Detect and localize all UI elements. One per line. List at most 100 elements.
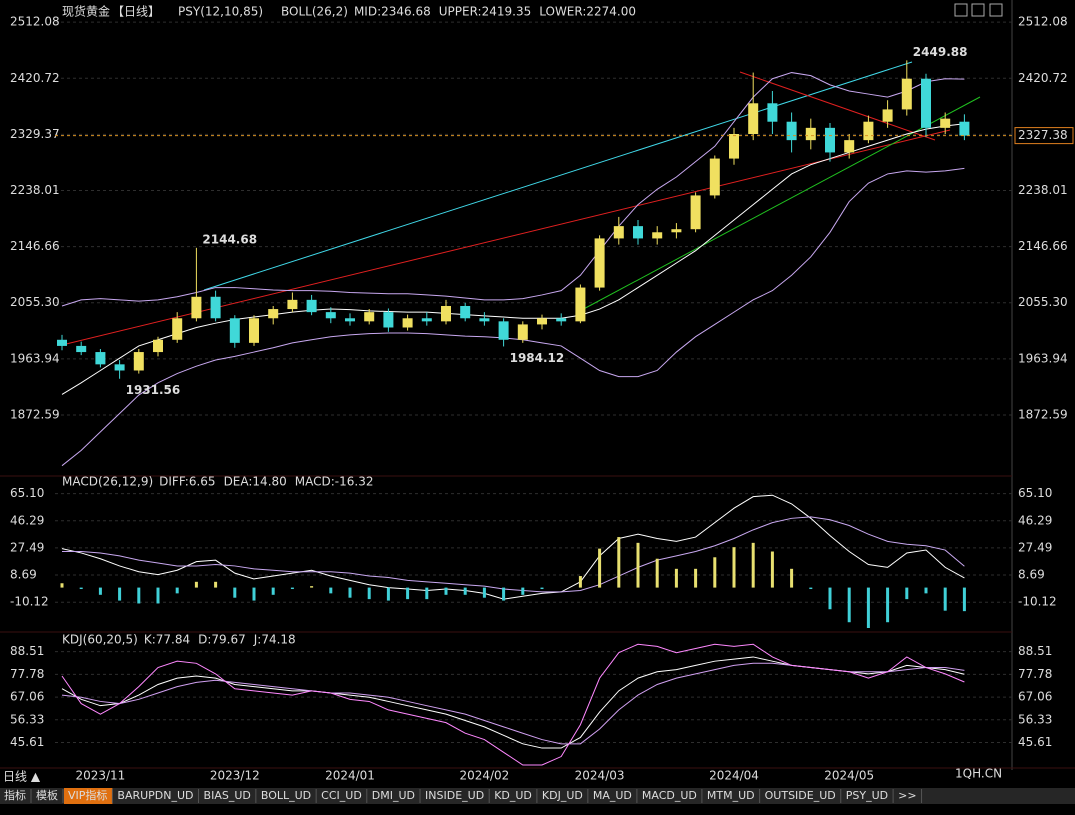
tab-label[interactable]: OUTSIDE_UD bbox=[765, 789, 836, 802]
macd-bar bbox=[540, 587, 544, 590]
x-tick-label: 2024/01 bbox=[325, 769, 375, 783]
macd-bar bbox=[271, 587, 275, 595]
tab-label[interactable]: MTM_UD bbox=[707, 789, 755, 802]
macd-bar bbox=[156, 587, 160, 604]
y-tick-label: 27.49 bbox=[10, 540, 44, 554]
y-tick-label: 2055.30 bbox=[1018, 295, 1068, 309]
tab[interactable] bbox=[894, 788, 922, 804]
period-switch[interactable]: 日线 ▲ bbox=[3, 770, 41, 784]
candle-body bbox=[690, 195, 701, 230]
tab-label[interactable]: DMI_UD bbox=[372, 789, 415, 802]
tab-label[interactable]: PSY_UD bbox=[846, 789, 888, 802]
macd-bar bbox=[674, 568, 678, 588]
candle-body bbox=[940, 118, 951, 128]
tab[interactable] bbox=[0, 788, 31, 804]
tab[interactable] bbox=[841, 788, 894, 804]
candle-body bbox=[498, 321, 509, 340]
macd-bar bbox=[905, 587, 909, 600]
tab[interactable] bbox=[113, 788, 199, 804]
y-tick-label: 88.51 bbox=[1018, 644, 1052, 658]
icon[interactable] bbox=[954, 3, 968, 17]
tab-label[interactable]: BIAS_UD bbox=[204, 789, 251, 802]
candle-body bbox=[729, 133, 739, 159]
legend-entry: MACD:-16.32 bbox=[295, 475, 374, 489]
indicator-line bbox=[62, 516, 965, 593]
candle-body bbox=[345, 318, 355, 322]
y-tick-label: 1963.94 bbox=[1018, 351, 1068, 365]
x-tick-label: 2024/02 bbox=[459, 769, 509, 783]
macd-bar bbox=[233, 587, 237, 598]
candle-body bbox=[575, 287, 586, 322]
tab[interactable] bbox=[421, 788, 490, 804]
candle-body bbox=[249, 318, 259, 343]
tab-label[interactable]: VIP指标 bbox=[68, 788, 107, 802]
tab-label[interactable]: 指标 bbox=[4, 788, 26, 802]
tab[interactable] bbox=[317, 788, 367, 804]
tab[interactable] bbox=[256, 788, 317, 804]
x-tick-label: 2024/05 bbox=[824, 769, 874, 783]
tab[interactable] bbox=[760, 788, 841, 804]
macd-bar bbox=[770, 551, 774, 588]
tab-label[interactable]: CCI_UD bbox=[321, 789, 362, 802]
macd-bar bbox=[655, 558, 659, 588]
tab[interactable] bbox=[490, 788, 537, 804]
tab-label[interactable]: KDJ_UD bbox=[542, 789, 583, 802]
y-tick-label: 46.29 bbox=[1018, 513, 1052, 527]
tab[interactable] bbox=[588, 788, 637, 804]
tab-label[interactable]: KD_UD bbox=[494, 789, 532, 802]
candle-body bbox=[652, 232, 663, 239]
tab[interactable] bbox=[537, 788, 588, 804]
y-tick-label: 77.78 bbox=[10, 667, 44, 681]
icon[interactable] bbox=[971, 3, 985, 17]
candle-body bbox=[114, 364, 125, 371]
y-tick-label: 56.33 bbox=[1018, 712, 1052, 726]
tab-label[interactable]: INSIDE_UD bbox=[425, 789, 484, 802]
macd-bar bbox=[828, 587, 832, 610]
y-tick-label: 1872.59 bbox=[1018, 407, 1068, 421]
tab[interactable] bbox=[702, 788, 760, 804]
tab-label[interactable]: BARUPDN_UD bbox=[117, 789, 193, 802]
macd-bar bbox=[137, 587, 141, 604]
candle-body bbox=[364, 312, 375, 322]
tab-label[interactable]: MA_UD bbox=[593, 789, 632, 802]
tab-label[interactable]: MACD_UD bbox=[642, 789, 697, 802]
icon[interactable] bbox=[989, 3, 1003, 17]
tab-label[interactable]: >> bbox=[898, 789, 916, 802]
y-tick-label: -10.12 bbox=[1018, 595, 1057, 609]
candle-body bbox=[76, 345, 87, 353]
tab[interactable] bbox=[367, 788, 421, 804]
legend-entry: UPPER:2419.35 bbox=[439, 5, 531, 19]
legend-entry: KDJ(60,20,5) bbox=[62, 633, 138, 647]
y-tick-label: 2146.66 bbox=[10, 239, 60, 253]
tab[interactable] bbox=[199, 788, 256, 804]
macd-bar bbox=[751, 542, 755, 588]
macd-bar bbox=[636, 542, 640, 588]
candle-body bbox=[95, 352, 106, 365]
candle-body bbox=[863, 121, 874, 141]
indicator-line bbox=[61, 72, 965, 307]
candle-body bbox=[383, 312, 394, 328]
indicator-line bbox=[61, 643, 965, 766]
candle-body bbox=[671, 229, 682, 233]
candle-body bbox=[805, 127, 816, 141]
candle-body bbox=[537, 318, 547, 325]
candle-body bbox=[268, 309, 279, 319]
legend-entry: BOLL(26,2) bbox=[281, 5, 348, 19]
tab[interactable] bbox=[64, 788, 113, 804]
y-tick-label: 2055.30 bbox=[10, 295, 60, 309]
y-tick-label: 45.61 bbox=[1018, 735, 1052, 749]
window-icons bbox=[954, 3, 1003, 17]
legend-entry: MACD(26,12,9) bbox=[62, 475, 153, 489]
tab[interactable] bbox=[637, 788, 702, 804]
x-tick-label: 2024/03 bbox=[575, 769, 625, 783]
candle-body bbox=[421, 318, 432, 322]
extreme-label: 1931.56 bbox=[126, 383, 181, 397]
current-price-box bbox=[1014, 127, 1074, 145]
y-tick-label: 45.61 bbox=[10, 735, 44, 749]
tab-label[interactable]: 模板 bbox=[36, 788, 58, 802]
trend-line bbox=[739, 71, 936, 141]
macd-bar bbox=[60, 583, 64, 588]
legend-entry: K:77.84 bbox=[144, 633, 190, 647]
tab-label[interactable]: BOLL_UD bbox=[261, 789, 311, 802]
tab[interactable] bbox=[32, 788, 63, 804]
